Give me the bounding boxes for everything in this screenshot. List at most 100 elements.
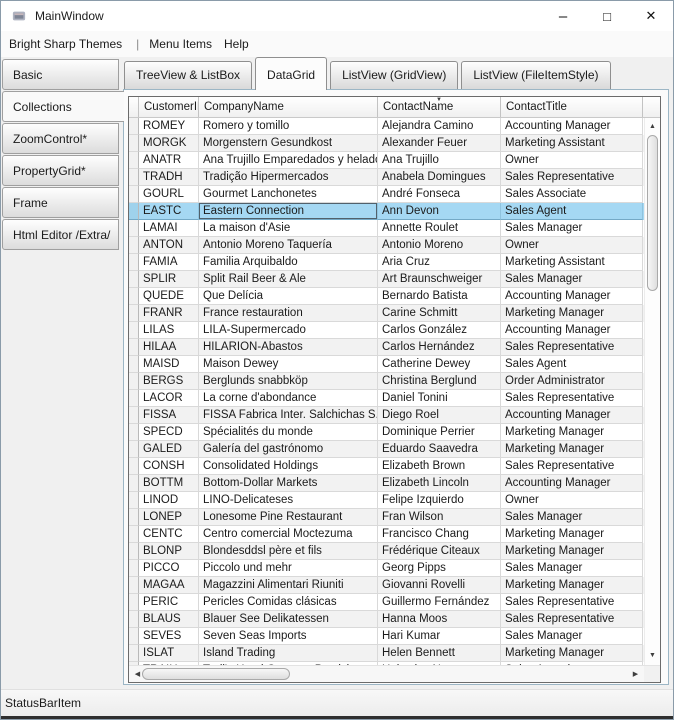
vertical-scrollbar-thumb[interactable]: [647, 135, 658, 291]
row-header[interactable]: [129, 424, 139, 441]
scroll-up-icon[interactable]: ▲: [649, 123, 656, 130]
cell-contact-title[interactable]: Sales Manager: [501, 271, 643, 288]
cell-contact-title[interactable]: Sales Manager: [501, 560, 643, 577]
cell-customer-id[interactable]: CENTC: [139, 526, 199, 543]
cell-customer-id[interactable]: GALED: [139, 441, 199, 458]
cell-customer-id[interactable]: SEVES: [139, 628, 199, 645]
cell-customer-id[interactable]: MAGAA: [139, 577, 199, 594]
cell-contact-title[interactable]: Sales Representative: [501, 458, 643, 475]
table-row[interactable]: LAMAI La maison d'Asie Annette Roulet Sa…: [129, 220, 644, 237]
sidebar-item-html-editor[interactable]: Html Editor /Extra/: [2, 219, 119, 250]
cell-contact-name[interactable]: Elizabeth Lincoln: [378, 475, 501, 492]
row-header[interactable]: [129, 152, 139, 169]
cell-contact-name[interactable]: Carlos González: [378, 322, 501, 339]
vertical-scrollbar[interactable]: ▲ ▼: [644, 118, 660, 665]
cell-contact-name[interactable]: Fran Wilson: [378, 509, 501, 526]
cell-company-name[interactable]: Maison Dewey: [199, 356, 378, 373]
cell-customer-id[interactable]: QUEDE: [139, 288, 199, 305]
cell-contact-name[interactable]: Georg Pipps: [378, 560, 501, 577]
minimize-button[interactable]: –: [558, 7, 568, 25]
cell-contact-title[interactable]: Accounting Manager: [501, 475, 643, 492]
cell-company-name[interactable]: Familia Arquibaldo: [199, 254, 378, 271]
cell-contact-title[interactable]: Marketing Manager: [501, 441, 643, 458]
table-row[interactable]: BERGS Berglunds snabbköp Christina Bergl…: [129, 373, 644, 390]
menu-item-help[interactable]: Help: [224, 37, 249, 51]
cell-company-name[interactable]: Split Rail Beer & Ale: [199, 271, 378, 288]
cell-contact-title[interactable]: Accounting Manager: [501, 322, 643, 339]
row-header[interactable]: [129, 560, 139, 577]
cell-contact-name[interactable]: Ana Trujillo: [378, 152, 501, 169]
sidebar-item-propertygrid[interactable]: PropertyGrid*: [2, 155, 119, 186]
cell-contact-name[interactable]: Elizabeth Brown: [378, 458, 501, 475]
cell-contact-title[interactable]: Sales Associate: [501, 186, 643, 203]
cell-customer-id[interactable]: FISSA: [139, 407, 199, 424]
cell-contact-title[interactable]: Accounting Manager: [501, 118, 643, 135]
row-header[interactable]: [129, 322, 139, 339]
cell-company-name[interactable]: Lonesome Pine Restaurant: [199, 509, 378, 526]
column-header-contact-name[interactable]: ▼ ContactName: [378, 97, 501, 117]
row-header[interactable]: [129, 662, 139, 665]
row-header[interactable]: [129, 594, 139, 611]
tab-treeview-listbox[interactable]: TreeView & ListBox: [124, 61, 253, 89]
cell-contact-name[interactable]: Hanna Moos: [378, 611, 501, 628]
table-row[interactable]: FISSA FISSA Fabrica Inter. Salchichas S.…: [129, 407, 644, 424]
cell-contact-title[interactable]: Marketing Manager: [501, 577, 643, 594]
cell-contact-name[interactable]: Catherine Dewey: [378, 356, 501, 373]
cell-contact-name[interactable]: Eduardo Saavedra: [378, 441, 501, 458]
cell-contact-name[interactable]: Anabela Domingues: [378, 169, 501, 186]
cell-contact-title[interactable]: Sales Representative: [501, 169, 643, 186]
cell-customer-id[interactable]: MORGK: [139, 135, 199, 152]
cell-customer-id[interactable]: LONEP: [139, 509, 199, 526]
table-row[interactable]: LONEP Lonesome Pine Restaurant Fran Wils…: [129, 509, 644, 526]
cell-customer-id[interactable]: PICCO: [139, 560, 199, 577]
cell-customer-id[interactable]: BLONP: [139, 543, 199, 560]
table-row[interactable]: MORGK Morgenstern Gesundkost Alexander F…: [129, 135, 644, 152]
tab-listview-fileitemstyle[interactable]: ListView (FileItemStyle): [461, 61, 611, 89]
row-header[interactable]: [129, 645, 139, 662]
cell-contact-name[interactable]: Frédérique Citeaux: [378, 543, 501, 560]
cell-contact-name[interactable]: Annette Roulet: [378, 220, 501, 237]
cell-contact-name[interactable]: Daniel Tonini: [378, 390, 501, 407]
cell-contact-name[interactable]: Art Braunschweiger: [378, 271, 501, 288]
cell-company-name[interactable]: Blondesddsl père et fils: [199, 543, 378, 560]
cell-company-name[interactable]: LINO-Delicateses: [199, 492, 378, 509]
cell-company-name[interactable]: Gourmet Lanchonetes: [199, 186, 378, 203]
table-row[interactable]: ROMEY Romero y tomillo Alejandra Camino …: [129, 118, 644, 135]
cell-contact-name[interactable]: Guillermo Fernández: [378, 594, 501, 611]
table-row[interactable]: GALED Galería del gastrónomo Eduardo Saa…: [129, 441, 644, 458]
cell-contact-title[interactable]: Marketing Manager: [501, 526, 643, 543]
cell-contact-title[interactable]: Marketing Manager: [501, 543, 643, 560]
cell-company-name[interactable]: HILARION-Abastos: [199, 339, 378, 356]
cell-contact-title[interactable]: Accounting Manager: [501, 407, 643, 424]
cell-company-name[interactable]: Eastern Connection: [199, 203, 378, 220]
row-header[interactable]: [129, 526, 139, 543]
column-header-customer-id[interactable]: CustomerID: [139, 97, 199, 117]
cell-company-name[interactable]: Morgenstern Gesundkost: [199, 135, 378, 152]
row-header[interactable]: [129, 169, 139, 186]
cell-contact-title[interactable]: Marketing Manager: [501, 424, 643, 441]
cell-contact-title[interactable]: Sales Manager: [501, 220, 643, 237]
cell-company-name[interactable]: Consolidated Holdings: [199, 458, 378, 475]
table-row[interactable]: BLONP Blondesddsl père et fils Frédériqu…: [129, 543, 644, 560]
cell-contact-name[interactable]: Aria Cruz: [378, 254, 501, 271]
cell-contact-title[interactable]: Sales Associate: [501, 662, 643, 665]
cell-company-name[interactable]: Blauer See Delikatessen: [199, 611, 378, 628]
table-row[interactable]: BLAUS Blauer See Delikatessen Hanna Moos…: [129, 611, 644, 628]
scroll-right-icon[interactable]: ▶: [632, 671, 639, 678]
menu-item-menu-items[interactable]: Menu Items: [149, 37, 212, 51]
row-header[interactable]: [129, 220, 139, 237]
cell-customer-id[interactable]: ANTON: [139, 237, 199, 254]
column-header-company-name[interactable]: CompanyName: [199, 97, 378, 117]
cell-company-name[interactable]: Seven Seas Imports: [199, 628, 378, 645]
cell-contact-title[interactable]: Sales Representative: [501, 594, 643, 611]
row-header[interactable]: [129, 254, 139, 271]
cell-company-name[interactable]: Antonio Moreno Taquería: [199, 237, 378, 254]
cell-contact-title[interactable]: Owner: [501, 237, 643, 254]
cell-contact-title[interactable]: Order Administrator: [501, 373, 643, 390]
row-header[interactable]: [129, 407, 139, 424]
row-header[interactable]: [129, 288, 139, 305]
cell-contact-name[interactable]: Alejandra Camino: [378, 118, 501, 135]
cell-company-name[interactable]: Piccolo und mehr: [199, 560, 378, 577]
row-header[interactable]: [129, 339, 139, 356]
table-row[interactable]: ISLAT Island Trading Helen Bennett Marke…: [129, 645, 644, 662]
